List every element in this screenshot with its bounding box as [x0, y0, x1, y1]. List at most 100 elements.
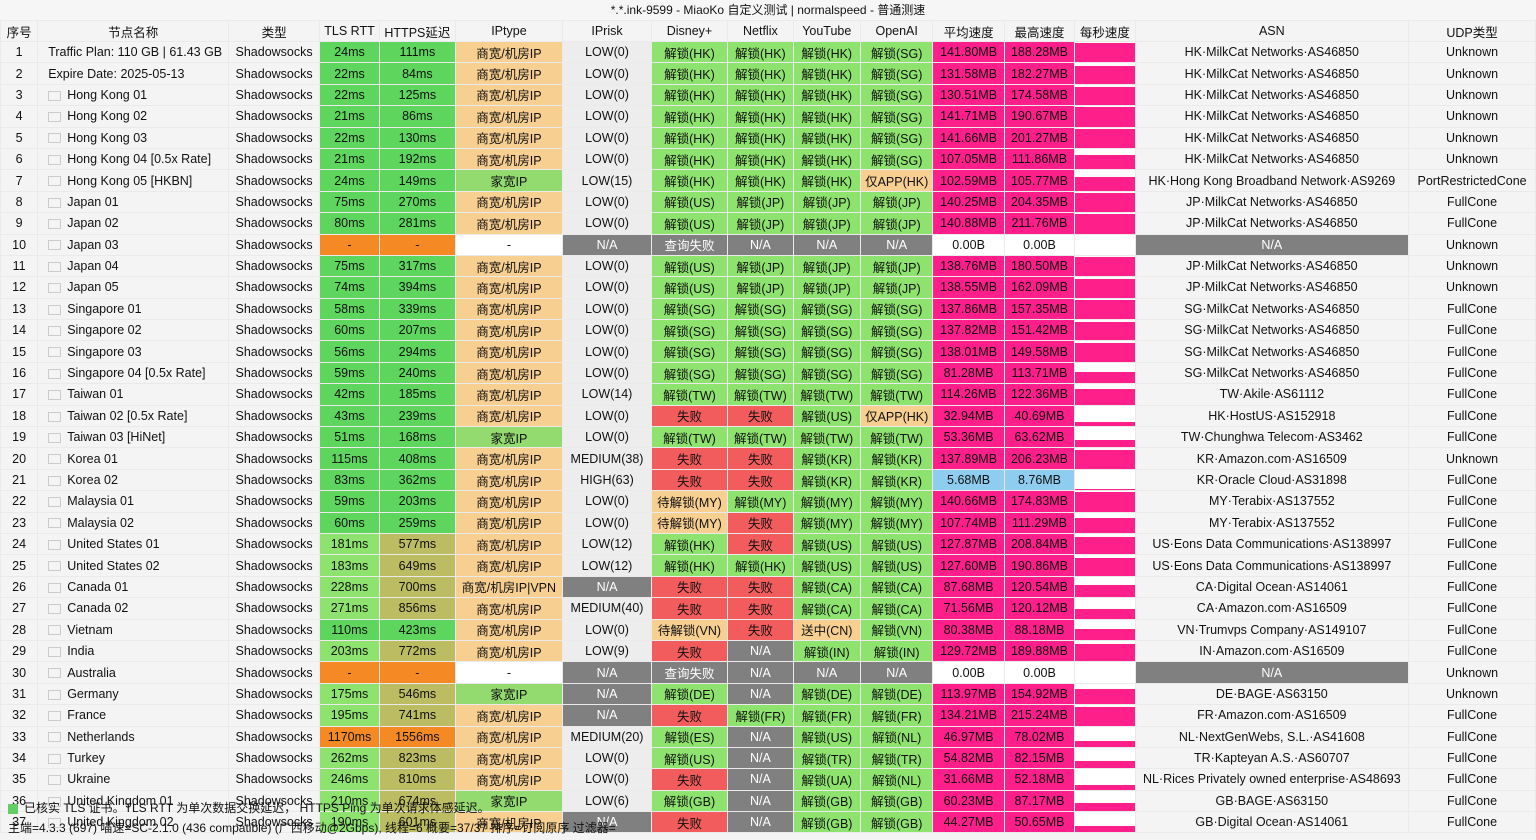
table-row[interactable]: 21 Korea 02 Shadowsocks 83ms 362ms 商宽/机房IP HIG…	[0, 468, 1536, 492]
cell-type: Shadowsocks	[228, 212, 320, 235]
cell-https: 772ms	[379, 639, 456, 663]
cell-avg: 130.51MB	[932, 83, 1005, 107]
column-header[interactable]: 每秒速度	[1074, 20, 1136, 42]
cell-youtube: 解锁(MY)	[792, 511, 861, 534]
cell-tls: 43ms	[318, 404, 381, 428]
column-header[interactable]: 类型	[228, 20, 320, 42]
table-row[interactable]: 5 Hong Kong 03 Shadowsocks 22ms 130ms 商宽/机房IP…	[0, 126, 1536, 149]
cell-https: 1556ms	[379, 725, 456, 748]
table-row[interactable]: 9 Japan 02 Shadowsocks 80ms 281ms 商宽/机房IP LOW(…	[0, 212, 1536, 235]
table-row[interactable]: 32 France Shadowsocks 195ms 741ms 商宽/机房IP N/A 失…	[0, 704, 1536, 727]
table-row[interactable]: 26 Canada 01 Shadowsocks 228ms 700ms 商宽/机房IP|…	[0, 575, 1536, 599]
table-row[interactable]: 14 Singapore 02 Shadowsocks 60ms 207ms 商宽/机房I…	[0, 319, 1536, 342]
column-header[interactable]: UDP类型	[1408, 20, 1536, 42]
cell-netflix: 失败	[727, 468, 794, 492]
column-header[interactable]: 最高速度	[1003, 20, 1076, 42]
column-header[interactable]: HTTPS延迟	[379, 20, 456, 42]
cell-disney: 解锁(US)	[650, 212, 729, 235]
cell-asn: CA·Amazon.com·AS16509	[1134, 597, 1410, 620]
table-row[interactable]: 25 United States 02 Shadowsocks 183ms 649ms 商…	[0, 554, 1536, 577]
cell-netflix: 解锁(SG)	[727, 319, 794, 342]
table-row[interactable]: 19 Taiwan 03 [HiNet] Shadowsocks 51ms 168ms 家…	[0, 426, 1536, 449]
cell-n: 29	[0, 639, 39, 663]
column-header[interactable]: 序号	[0, 20, 39, 42]
table-row[interactable]: 22 Malaysia 01 Shadowsocks 59ms 203ms 商宽/机房IP…	[0, 490, 1536, 513]
table-row[interactable]: 27 Canada 02 Shadowsocks 271ms 856ms 商宽/机房IP M…	[0, 597, 1536, 620]
table-row[interactable]: 28 Vietnam Shadowsocks 110ms 423ms 商宽/机房IP LOW…	[0, 618, 1536, 641]
table-row[interactable]: 13 Singapore 01 Shadowsocks 58ms 339ms 商宽/机房I…	[0, 297, 1536, 321]
cell-netflix: 解锁(SG)	[727, 340, 794, 363]
flag-icon	[48, 304, 62, 315]
column-header[interactable]: TLS RTT	[318, 20, 381, 42]
cell-iptype: 家宽IP	[454, 169, 564, 192]
table-row[interactable]: 34 Turkey Shadowsocks 262ms 823ms 商宽/机房IP LOW(…	[0, 746, 1536, 770]
table-row[interactable]: 24 United States 01 Shadowsocks 181ms 577ms 商…	[0, 532, 1536, 556]
table-row[interactable]: 15 Singapore 03 Shadowsocks 56ms 294ms 商宽/机房I…	[0, 340, 1536, 363]
table-row[interactable]: 2 Expire Date: 2025-05-13 Shadowsocks 22ms 8…	[0, 62, 1536, 85]
table-row[interactable]: 17 Taiwan 01 Shadowsocks 42ms 185ms 商宽/机房IP LO…	[0, 383, 1536, 406]
cell-openai: 解锁(SG)	[859, 83, 934, 107]
table-row[interactable]: 31 Germany Shadowsocks 175ms 546ms 家宽IP N/A 解锁(…	[0, 682, 1536, 706]
column-header[interactable]: YouTube	[792, 20, 861, 42]
cell-tls: 175ms	[318, 682, 381, 706]
table-row[interactable]: 4 Hong Kong 02 Shadowsocks 21ms 86ms 商宽/机房IP L…	[0, 105, 1536, 128]
table-row[interactable]: 37 United Kingdom 02 Shadowsocks 190ms 601ms…	[0, 811, 1536, 834]
cell-youtube: 解锁(CA)	[792, 575, 861, 599]
cell-https: 240ms	[379, 361, 456, 385]
table-row[interactable]: 30 Australia Shadowsocks - - - N/A 查询失败 N/A N/A N/…	[0, 661, 1536, 684]
cell-tls: 115ms	[318, 447, 381, 470]
column-header[interactable]: IPtype	[454, 20, 564, 42]
speed-bar	[1075, 343, 1135, 362]
table-row[interactable]: 7 Hong Kong 05 [HKBN] Shadowsocks 24ms 149ms…	[0, 169, 1536, 192]
cell-tls: 60ms	[318, 319, 381, 342]
table-row[interactable]: 20 Korea 01 Shadowsocks 115ms 408ms 商宽/机房IP ME…	[0, 447, 1536, 470]
node-name-text: Japan 04	[67, 259, 119, 274]
cell-tls: 271ms	[318, 597, 381, 620]
cell-openai: 仅APP(HK)	[859, 169, 934, 192]
column-header[interactable]: 节点名称	[37, 20, 230, 42]
cell-max: 50.65MB	[1003, 811, 1076, 834]
speed-sparkline	[1074, 746, 1136, 770]
cell-https: 259ms	[379, 511, 456, 534]
cell-type: Shadowsocks	[228, 639, 320, 663]
cell-avg: 137.82MB	[932, 319, 1005, 342]
cell-netflix: N/A	[727, 725, 794, 748]
column-header[interactable]: OpenAI	[859, 20, 934, 42]
table-row[interactable]: 29 India Shadowsocks 203ms 772ms 商宽/机房IP LOW(9…	[0, 639, 1536, 663]
cell-udp: Unknown	[1408, 40, 1536, 64]
table-row[interactable]: 1 Traffic Plan: 110 GB | 61.43 GB Shadowso…	[0, 40, 1536, 64]
table-row[interactable]: 23 Malaysia 02 Shadowsocks 60ms 259ms 商宽/机房IP…	[0, 511, 1536, 534]
column-header[interactable]: IPrisk	[562, 20, 652, 42]
cell-disney: 解锁(DE)	[650, 682, 729, 706]
table-row[interactable]: 18 Taiwan 02 [0.5x Rate] Shadowsocks 43ms 23…	[0, 404, 1536, 428]
cell-avg: 137.89MB	[932, 447, 1005, 470]
column-header[interactable]: Netflix	[727, 20, 794, 42]
table-row[interactable]: 3 Hong Kong 01 Shadowsocks 22ms 125ms 商宽/机房IP…	[0, 83, 1536, 107]
flag-icon	[48, 561, 62, 572]
table-row[interactable]: 36 United Kingdom 01 Shadowsocks 210ms 674ms…	[0, 789, 1536, 813]
cell-youtube: N/A	[792, 233, 861, 256]
table-row[interactable]: 11 Japan 04 Shadowsocks 75ms 317ms 商宽/机房IP LOW…	[0, 254, 1536, 278]
column-header[interactable]: ASN	[1134, 20, 1410, 42]
table-row[interactable]: 35 Ukraine Shadowsocks 246ms 810ms 商宽/机房IP LOW…	[0, 768, 1536, 791]
cell-iprisk: LOW(0)	[562, 254, 652, 278]
cell-tls: 59ms	[318, 490, 381, 513]
cell-avg: 137.86MB	[932, 297, 1005, 321]
cell-iptype: 商宽/机房IP	[454, 532, 564, 556]
table-row[interactable]: 8 Japan 01 Shadowsocks 75ms 270ms 商宽/机房IP LOW(…	[0, 190, 1536, 214]
column-header[interactable]: Disney+	[650, 20, 729, 42]
table-row[interactable]: 10 Japan 03 Shadowsocks - - - N/A 查询失败 N/A N/A N/A…	[0, 233, 1536, 256]
table-row[interactable]: 16 Singapore 04 [0.5x Rate] Shadowsocks 59m…	[0, 361, 1536, 385]
node-name-text: Singapore 02	[67, 323, 142, 338]
cell-netflix: 解锁(HK)	[727, 169, 794, 192]
table-row[interactable]: 33 Netherlands Shadowsocks 1170ms 1556ms 商宽/机…	[0, 725, 1536, 748]
column-header[interactable]: 平均速度	[932, 20, 1005, 42]
cell-disney: 失败	[650, 768, 729, 791]
cell-udp: FullCone	[1408, 597, 1536, 620]
table-row[interactable]: 12 Japan 05 Shadowsocks 74ms 394ms 商宽/机房IP LOW…	[0, 276, 1536, 299]
speed-sparkline	[1074, 62, 1136, 85]
cell-avg: 138.55MB	[932, 276, 1005, 299]
node-name-text: Hong Kong 05 [HKBN]	[67, 173, 193, 188]
table-row[interactable]: 6 Hong Kong 04 [0.5x Rate] Shadowsocks 21ms…	[0, 147, 1536, 171]
cell-udp: FullCone	[1408, 340, 1536, 363]
